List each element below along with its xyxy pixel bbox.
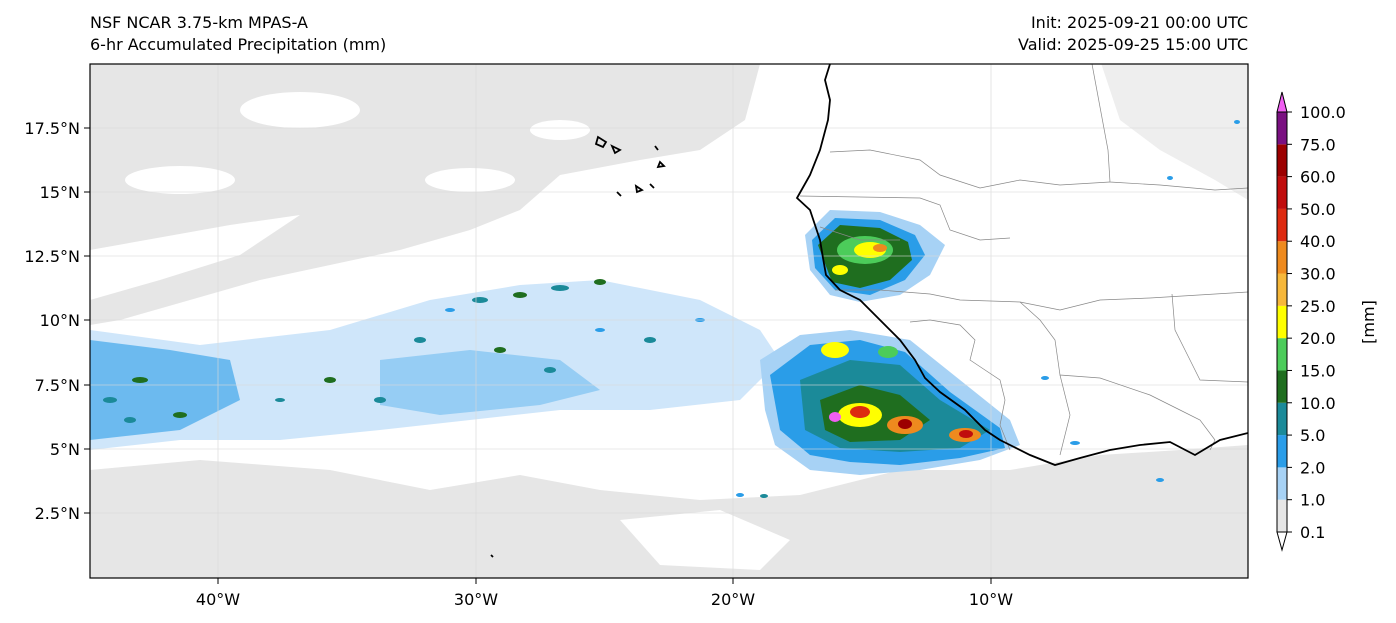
field-title: 6-hr Accumulated Precipitation (mm) xyxy=(90,35,387,54)
map-frame xyxy=(89,63,1249,579)
latitude-labels: 17.5°N 15°N 12.5°N 10°N 7.5°N 5°N 2.5°N xyxy=(24,119,80,523)
colorbar-level-label: 100.0 xyxy=(1300,103,1346,122)
longitude-labels: 40°W 30°W 20°W 10°W xyxy=(196,590,1013,609)
colorbar-segment xyxy=(1277,402,1287,436)
coastlines xyxy=(490,64,1248,558)
lat-label: 12.5°N xyxy=(24,247,80,266)
itcz-rain-band xyxy=(90,280,780,450)
colorbar-level-label: 20.0 xyxy=(1300,329,1336,348)
colorbar-level-label: 0.1 xyxy=(1300,523,1325,542)
colorbar-over-extend xyxy=(1276,91,1288,113)
lat-label: 2.5°N xyxy=(35,504,80,523)
init-time: Init: 2025-09-21 00:00 UTC xyxy=(1030,13,1248,32)
colorbar-unit-label: [mm] xyxy=(1359,300,1378,344)
colorbar-segment xyxy=(1277,273,1287,306)
colorbar-segment xyxy=(1277,305,1287,339)
colorbar-segment xyxy=(1277,370,1287,403)
colorbar-level-label: 25.0 xyxy=(1300,297,1336,316)
map-area xyxy=(90,64,1248,578)
colorbar-segment xyxy=(1277,112,1287,145)
scattered-cells xyxy=(103,120,1240,498)
map-header-left: NSF NCAR 3.75-km MPAS-A 6-hr Accumulated… xyxy=(90,12,386,56)
lat-label: 15°N xyxy=(40,183,80,202)
model-title: NSF NCAR 3.75-km MPAS-A xyxy=(90,13,308,32)
colorbar-level-label: 15.0 xyxy=(1300,361,1336,380)
lat-label: 17.5°N xyxy=(24,119,80,138)
colorbar-segment xyxy=(1277,241,1287,274)
colorbar-segment xyxy=(1277,499,1287,532)
colorbar-level-label: 75.0 xyxy=(1300,135,1336,154)
lon-label: 10°W xyxy=(969,590,1013,609)
colorbar-segment xyxy=(1277,467,1287,500)
colorbar-segment xyxy=(1277,208,1287,242)
colorbar-level-label: 30.0 xyxy=(1300,265,1336,284)
lat-label: 7.5°N xyxy=(35,376,80,395)
colorbar-under-extend xyxy=(1276,531,1288,552)
lon-label: 30°W xyxy=(454,590,498,609)
colorbar-level-label: 10.0 xyxy=(1300,394,1336,413)
map-header-right: Init: 2025-09-21 00:00 UTC Valid: 2025-0… xyxy=(880,12,1248,56)
valid-time: Valid: 2025-09-25 15:00 UTC xyxy=(1017,35,1248,54)
gridlines xyxy=(90,64,1248,578)
lon-label: 20°W xyxy=(711,590,755,609)
trace-precip-areas xyxy=(90,64,1248,578)
gulf-of-guinea-storms xyxy=(760,330,1020,475)
axis-ticks xyxy=(84,127,992,584)
colorbar-level-label: 5.0 xyxy=(1300,426,1325,445)
colorbar-level-label: 40.0 xyxy=(1300,232,1336,251)
colorbar-level-label: 60.0 xyxy=(1300,168,1336,187)
colorbar-segment xyxy=(1277,435,1287,468)
colorbar: 0.1 1.0 2.0 5.0 10.0 15.0 20.0 25.0 30.0 40.0 50.0… xyxy=(1276,91,1346,552)
colorbar-segment xyxy=(1277,338,1287,371)
lon-label: 40°W xyxy=(196,590,240,609)
colorbar-segment xyxy=(1277,176,1287,209)
lat-label: 10°N xyxy=(40,311,80,330)
colorbar-level-label: 1.0 xyxy=(1300,491,1325,510)
colorbar-frame xyxy=(1276,111,1288,533)
colorbar-level-label: 2.0 xyxy=(1300,458,1325,477)
lat-label: 5°N xyxy=(50,440,80,459)
colorbar-level-label: 50.0 xyxy=(1300,200,1336,219)
colorbar-segment xyxy=(1277,144,1287,177)
